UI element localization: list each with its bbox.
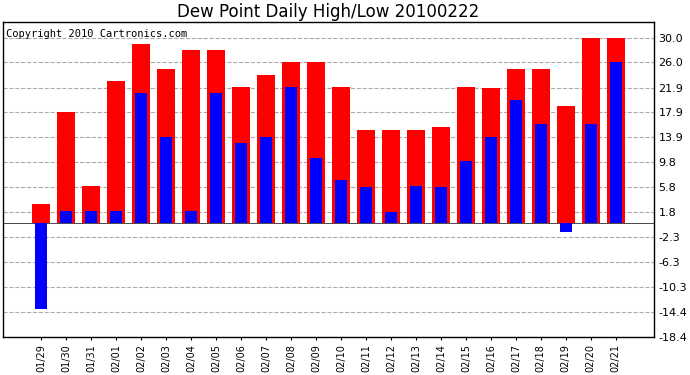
Bar	[432, 127, 450, 223]
Bar	[507, 69, 524, 223]
Bar	[82, 186, 100, 223]
Bar	[607, 38, 624, 223]
Bar	[132, 44, 150, 223]
Bar	[510, 99, 522, 223]
Bar	[560, 223, 572, 232]
Bar	[85, 211, 97, 223]
Bar	[332, 87, 350, 223]
Bar	[435, 187, 447, 223]
Bar	[235, 143, 247, 223]
Bar	[207, 50, 225, 223]
Bar	[285, 87, 297, 223]
Bar	[32, 204, 50, 223]
Bar	[210, 93, 222, 223]
Bar	[233, 87, 250, 223]
Bar	[110, 211, 122, 223]
Bar	[257, 75, 275, 223]
Bar	[135, 93, 148, 223]
Bar	[484, 137, 497, 223]
Text: Copyright 2010 Cartronics.com: Copyright 2010 Cartronics.com	[6, 28, 187, 39]
Bar	[385, 212, 397, 223]
Bar	[482, 88, 500, 223]
Bar	[282, 63, 299, 223]
Bar	[535, 124, 547, 223]
Bar	[57, 112, 75, 223]
Bar	[382, 130, 400, 223]
Bar	[335, 180, 347, 223]
Bar	[460, 161, 472, 223]
Bar	[532, 69, 550, 223]
Bar	[160, 136, 172, 223]
Bar	[185, 211, 197, 223]
Bar	[584, 124, 597, 223]
Bar	[259, 136, 273, 223]
Bar	[407, 130, 424, 223]
Bar	[357, 130, 375, 223]
Bar	[582, 38, 600, 223]
Bar	[457, 87, 475, 223]
Bar	[307, 63, 325, 223]
Title: Dew Point Daily High/Low 20100222: Dew Point Daily High/Low 20100222	[177, 3, 480, 21]
Bar	[35, 223, 48, 309]
Bar	[182, 50, 200, 223]
Bar	[557, 106, 575, 223]
Bar	[60, 211, 72, 223]
Bar	[609, 63, 622, 223]
Bar	[157, 69, 175, 223]
Bar	[108, 81, 125, 223]
Bar	[310, 158, 322, 223]
Bar	[359, 187, 372, 223]
Bar	[410, 186, 422, 223]
